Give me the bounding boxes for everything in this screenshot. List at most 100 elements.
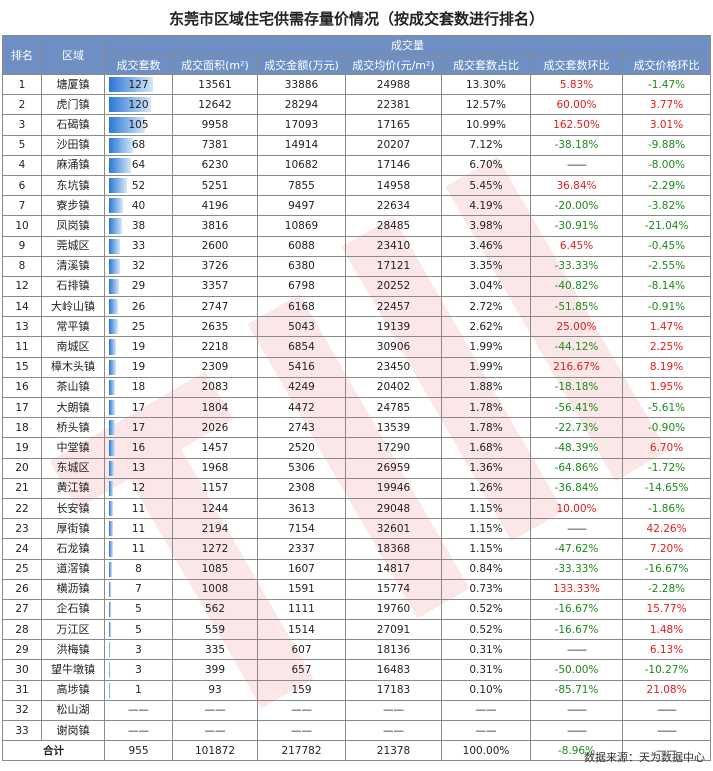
cell-count: 52: [104, 174, 173, 197]
cell-rank: 17: [2, 396, 42, 419]
cell-price: 18368: [345, 538, 442, 560]
cell-mom-price: -1.86%: [621, 497, 712, 520]
cell-share: 4.19%: [441, 195, 531, 217]
cell-price: 24785: [345, 396, 442, 419]
cell-count-value: ——: [128, 704, 149, 717]
table-row: 21 黄江镇 12 1157 2308 19946 1.26% -36.84% -14.65%: [2, 477, 712, 499]
cell-area: 1968: [172, 457, 258, 479]
table-row: 28 万江区 5 559 1514 27091 0.52% -16.67% 1.48%: [2, 619, 712, 641]
table-row: 11 南城区 19 2218 6854 30906 1.99% -44.12% 2.25%: [2, 336, 712, 358]
cell-area: 3816: [172, 215, 258, 237]
count-bar: [109, 278, 120, 295]
cell-count-value: 11: [131, 522, 146, 535]
cell-price: 13539: [345, 417, 442, 439]
cell-region: 东城区: [41, 457, 105, 479]
total-price: 21378: [345, 740, 442, 762]
cell-mom-count: 6.45%: [530, 235, 623, 257]
cell-mom-price: -2.29%: [621, 174, 712, 197]
cell-mom-price: -2.28%: [621, 578, 712, 600]
count-bar: [109, 400, 115, 416]
cell-amount: 7855: [257, 174, 346, 197]
cell-mom-price: 15.77%: [621, 598, 712, 621]
cell-share: 6.70%: [441, 154, 531, 176]
cell-area: 9958: [172, 114, 258, 136]
cell-rank: 2: [2, 94, 42, 116]
cell-share: 0.52%: [441, 619, 531, 641]
cell-share: 2.62%: [441, 316, 531, 338]
header-mom-price: 成交价格环比: [621, 54, 712, 75]
total-row: 合计 955 101872 217782 21378 100.00% -8.96…: [2, 740, 712, 762]
cell-area: ——: [172, 719, 258, 742]
cell-region: 谢岗镇: [41, 719, 105, 742]
table-row: 16 茶山镇 18 2083 4249 20402 1.88% -18.18% 1.95%: [2, 376, 712, 399]
table-row: 27 企石镇 5 562 1111 19760 0.52% -16.67% 15.77%: [2, 598, 712, 621]
cell-count-value: 38: [131, 219, 146, 232]
cell-share: 1.15%: [441, 497, 531, 520]
count-bar: [109, 198, 123, 214]
cell-share: 1.15%: [441, 538, 531, 560]
cell-amount: 1607: [257, 558, 346, 580]
cell-area: 562: [172, 598, 258, 621]
cell-share: 5.45%: [441, 174, 531, 197]
cell-mom-count: -36.84%: [530, 477, 623, 499]
cell-mom-price: -14.65%: [621, 477, 712, 499]
cell-mom-price: 6.13%: [621, 639, 712, 661]
count-bar: [109, 177, 128, 194]
cell-count: 16: [104, 437, 173, 459]
cell-mom-price: -9.88%: [621, 134, 712, 156]
cell-mom-price: 1.47%: [621, 316, 712, 338]
count-bar: [109, 480, 114, 496]
cell-count: 25: [104, 316, 173, 338]
cell-amount: 2308: [257, 477, 346, 499]
cell-region: 桥头镇: [41, 417, 105, 439]
cell-mom-price: 3.77%: [621, 94, 712, 116]
cell-rank: 30: [2, 659, 42, 681]
cell-count-value: 11: [131, 502, 146, 515]
table-row: 29 洪梅镇 3 335 607 18136 0.31% —— 6.13%: [2, 639, 712, 661]
cell-mom-price: -3.82%: [621, 195, 712, 217]
cell-count-value: 3: [135, 664, 142, 677]
cell-region: 大朗镇: [41, 396, 105, 419]
cell-mom-count: ——: [530, 639, 623, 661]
count-bar: [109, 339, 116, 355]
cell-count-value: 52: [131, 179, 146, 192]
count-bar: [109, 299, 118, 315]
header-region: 区域: [41, 35, 105, 75]
cell-amount: 4249: [257, 376, 346, 399]
cell-amount: 1514: [257, 619, 346, 641]
cell-mom-price: -0.90%: [621, 417, 712, 439]
cell-region: 高埗镇: [41, 679, 105, 701]
cell-region: 洪梅镇: [41, 639, 105, 661]
count-bar: [109, 581, 112, 597]
cell-area: 2747: [172, 296, 258, 318]
cell-share: 2.72%: [441, 296, 531, 318]
cell-share: 1.68%: [441, 437, 531, 459]
cell-count-value: 40: [131, 199, 146, 212]
cell-price: 19139: [345, 316, 442, 338]
cell-count: 5: [104, 598, 173, 621]
cell-count: 18: [104, 376, 173, 399]
count-bar: [109, 662, 111, 678]
cell-rank: 1: [2, 73, 42, 96]
cell-count-value: 3: [135, 643, 142, 656]
cell-mom-count: -40.82%: [530, 275, 623, 298]
total-area: 101872: [172, 740, 258, 762]
cell-count: 3: [104, 659, 173, 681]
cell-mom-count: ——: [530, 154, 623, 176]
cell-mom-count: -64.86%: [530, 457, 623, 479]
cell-rank: 21: [2, 477, 42, 499]
cell-rank: 8: [2, 255, 42, 277]
cell-region: 横沥镇: [41, 578, 105, 600]
cell-amount: 6854: [257, 336, 346, 358]
cell-mom-count: -22.73%: [530, 417, 623, 439]
table-row: 20 东城区 13 1968 5306 26959 1.36% -64.86% -1.72%: [2, 457, 712, 479]
cell-mom-price: -0.91%: [621, 296, 712, 318]
cell-rank: 4: [2, 154, 42, 176]
count-bar: [109, 359, 116, 375]
total-share: 100.00%: [441, 740, 531, 762]
cell-count: 12: [104, 477, 173, 499]
cell-amount: 657: [257, 659, 346, 681]
cell-mom-price: 1.95%: [621, 376, 712, 399]
cell-price: ——: [345, 719, 442, 742]
header-price: 成交均价(元/m²): [345, 54, 442, 75]
